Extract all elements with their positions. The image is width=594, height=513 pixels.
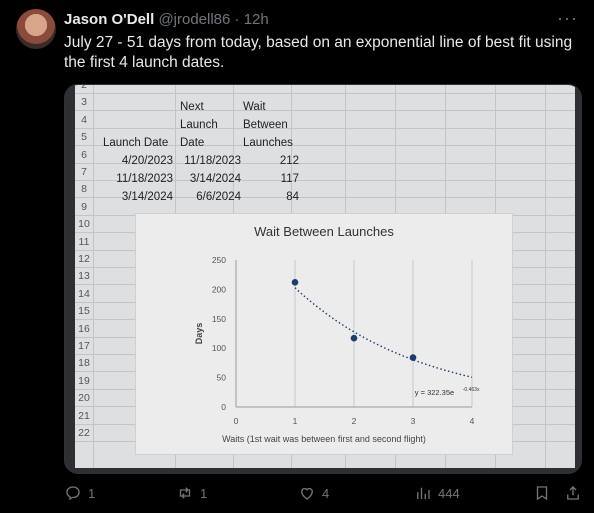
handle[interactable]: @jrodell86 bbox=[158, 11, 231, 28]
reply-button[interactable]: 1 bbox=[64, 484, 95, 502]
header-date: Date bbox=[180, 137, 205, 149]
views-button[interactable]: 444 bbox=[414, 484, 460, 502]
row-number: 10 bbox=[78, 218, 90, 231]
row-number: 18 bbox=[78, 357, 90, 370]
repost-button[interactable]: 1 bbox=[176, 484, 207, 502]
post-photo[interactable]: 2 3 4 5 6 7 8 9 10 11 12 13 14 15 16 17 18 19 20 21 22 Next … bbox=[64, 84, 582, 474]
row-number: 20 bbox=[78, 392, 90, 405]
y-tick-label: 0 bbox=[221, 402, 226, 412]
row-number: 3 bbox=[81, 96, 87, 109]
y-axis-label: Days bbox=[194, 323, 204, 345]
sheet-row: 4 bbox=[75, 112, 575, 129]
header-wait: Wait bbox=[243, 101, 266, 113]
cell-launch: 4/20/2023 bbox=[121, 155, 173, 167]
like-count: 4 bbox=[322, 485, 330, 501]
spreadsheet-photo: 2 3 4 5 6 7 8 9 10 11 12 13 14 15 16 17 18 19 20 21 22 Next … bbox=[75, 85, 575, 468]
share-button[interactable] bbox=[564, 484, 582, 502]
row-number: 14 bbox=[78, 287, 90, 300]
row-number: 17 bbox=[78, 340, 90, 352]
display-name[interactable]: Jason O'Dell bbox=[64, 11, 155, 28]
action-bar: 1 1 4 444 bbox=[0, 484, 594, 506]
trendline-equation-exponent: -0.463x bbox=[463, 387, 480, 393]
header-next: Next bbox=[180, 101, 204, 113]
x-tick-label: 3 bbox=[411, 416, 416, 426]
x-tick-label: 2 bbox=[352, 416, 357, 426]
repost-count: 1 bbox=[200, 485, 208, 501]
header-launch-date: Launch Date bbox=[103, 137, 169, 149]
data-point bbox=[291, 279, 299, 286]
cell-wait: 117 bbox=[280, 173, 299, 185]
cell-wait: 84 bbox=[286, 191, 299, 203]
data-point bbox=[409, 354, 417, 361]
y-tick-label: 150 bbox=[212, 314, 226, 324]
x-tick-label: 0 bbox=[234, 416, 239, 426]
post-header: Jason O'Dell @jrodell86 · 12h bbox=[64, 11, 269, 28]
row-number: 22 bbox=[78, 427, 90, 439]
view-count: 444 bbox=[438, 485, 460, 501]
post-text: July 27 - 51 days from today, based on a… bbox=[64, 34, 573, 71]
x-tick-label: 1 bbox=[293, 416, 298, 426]
x-axis-label: Waits (1st wait was between first and se… bbox=[222, 434, 426, 444]
header-launches: Launches bbox=[243, 137, 293, 149]
chart: Wait Between Launches 0 50 100 150 200 250 0 1 2 3… bbox=[135, 213, 513, 455]
separator: · bbox=[234, 11, 240, 28]
bookmark-icon bbox=[536, 486, 548, 501]
x-tick-label: 4 bbox=[470, 416, 475, 426]
y-tick-label: 100 bbox=[212, 343, 226, 353]
cell-launch: 11/18/2023 bbox=[116, 173, 173, 185]
share-icon bbox=[567, 486, 579, 500]
row-number: 19 bbox=[78, 374, 90, 387]
cell-launch: 3/14/2024 bbox=[121, 191, 173, 203]
row-number: 2 bbox=[81, 85, 87, 91]
repost-icon bbox=[179, 487, 191, 499]
y-tick-label: 250 bbox=[212, 255, 226, 265]
views-icon bbox=[417, 487, 430, 499]
row-number: 9 bbox=[81, 200, 87, 213]
sheet-row: 3 bbox=[75, 94, 575, 112]
row-number: 13 bbox=[78, 270, 90, 283]
cell-next: 3/14/2024 bbox=[189, 173, 241, 185]
avatar[interactable] bbox=[16, 9, 56, 49]
row-number: 8 bbox=[81, 183, 87, 196]
sheet-row: 5 bbox=[75, 129, 575, 147]
data-point bbox=[350, 334, 358, 342]
reply-count: 1 bbox=[88, 485, 96, 501]
sheet-row: 6 bbox=[75, 147, 575, 164]
post-time[interactable]: 12h bbox=[243, 11, 269, 28]
row-number: 11 bbox=[78, 235, 90, 248]
sheet-row: 2 bbox=[75, 85, 575, 94]
y-tick-label: 200 bbox=[212, 284, 226, 294]
reply-icon bbox=[66, 486, 80, 501]
y-tick-label: 50 bbox=[217, 373, 227, 383]
bookmark-button[interactable] bbox=[533, 484, 551, 502]
trendline-equation: y = 322.35e bbox=[415, 388, 454, 397]
cell-next: 6/6/2024 bbox=[196, 191, 241, 203]
row-number: 12 bbox=[78, 253, 90, 265]
trendline bbox=[294, 287, 473, 378]
row-number: 6 bbox=[81, 148, 87, 161]
row-number: 4 bbox=[81, 113, 87, 126]
sheet-row: 7 bbox=[75, 164, 575, 181]
row-number: 7 bbox=[81, 166, 87, 178]
header-between: Between bbox=[243, 119, 288, 131]
header-launch: Launch bbox=[180, 119, 218, 131]
chart-title: Wait Between Launches bbox=[254, 224, 394, 239]
row-number: 15 bbox=[78, 305, 90, 318]
row-number: 16 bbox=[78, 322, 90, 335]
sheet-row: 8 bbox=[75, 181, 575, 199]
cell-next: 11/18/2023 bbox=[184, 155, 241, 167]
more-options-icon[interactable]: ··· bbox=[557, 8, 578, 28]
row-number: 21 bbox=[78, 409, 90, 422]
row-number: 5 bbox=[81, 131, 87, 144]
like-button[interactable]: 4 bbox=[298, 484, 329, 502]
heart-icon bbox=[301, 487, 313, 500]
cell-wait: 212 bbox=[279, 155, 299, 167]
chart-svg: Wait Between Launches 0 50 100 150 200 250 0 1 2 3… bbox=[194, 224, 480, 444]
